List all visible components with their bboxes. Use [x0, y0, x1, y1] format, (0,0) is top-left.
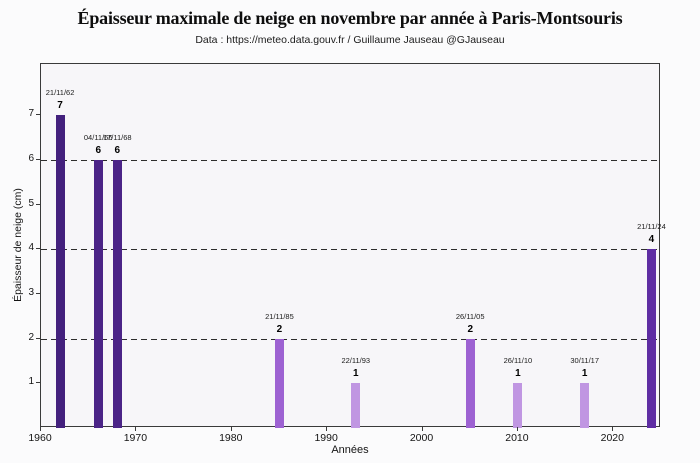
x-tick-label-2020: 2020: [600, 432, 624, 444]
chart-title: Épaisseur maximale de neige en novembre …: [77, 8, 623, 28]
bar-date-label-2024: 21/11/24: [637, 222, 666, 232]
bar-value-label-1962: 7: [57, 100, 63, 112]
y-tick-mark-4: [36, 248, 40, 250]
bar-value-label-2010: 1: [515, 368, 521, 380]
y-tick-label-7: 7: [28, 108, 34, 120]
y-tick-mark-6: [36, 159, 40, 161]
x-tick-mark-1960: [40, 427, 41, 431]
bar-date-label-1966: 04/11/66: [83, 133, 113, 143]
bar-1962: [55, 115, 65, 428]
y-tick-label-1: 1: [28, 376, 34, 388]
x-tick-label-1980: 1980: [219, 432, 243, 444]
y-tick-label-5: 5: [28, 197, 34, 209]
bar-2010: [513, 383, 523, 428]
x-tick-mark-1970: [135, 427, 137, 431]
y-axis-label: Épaisseur de neige (cm): [12, 188, 24, 302]
y-tick-mark-2: [36, 337, 40, 339]
chart-subtitle: Data : https://meteo.data.gouv.fr / Guil…: [195, 34, 505, 46]
bar-date-label-2005: 26/11/05: [455, 311, 485, 321]
bar-value-label-1993: 1: [352, 368, 359, 380]
bar-date-label-1962: 21/11/62: [45, 88, 75, 98]
x-tick-mark-1980: [230, 427, 232, 431]
bar-date-label-2017: 30/11/17: [570, 356, 599, 366]
x-tick-mark-1990: [326, 427, 328, 431]
x-tick-mark-2000: [421, 427, 423, 431]
bar-value-label-2005: 2: [467, 323, 473, 335]
bar-value-label-1985: 2: [276, 323, 283, 335]
bar-value-label-1966: 6: [95, 145, 101, 157]
y-tick-mark-5: [36, 203, 40, 205]
plot-area: 21/11/62 7 04/11/66 6 17/11/68 6 21/11/85 2 22/1…: [40, 63, 666, 428]
x-tick-label-1990: 1990: [314, 432, 338, 444]
bar-date-label-1968: 17/11/68: [102, 133, 132, 143]
bar-1985: [274, 338, 284, 428]
y-tick-mark-7: [36, 114, 40, 116]
gridline-y-4: [41, 249, 659, 251]
x-tick-mark-2020: [612, 427, 614, 431]
y-tick-label-4: 4: [28, 242, 34, 254]
gridline-y-6: [41, 160, 659, 162]
y-tick-mark-3: [36, 293, 40, 294]
bar-date-label-1993: 22/11/93: [341, 356, 371, 366]
y-tick-label-2: 2: [28, 331, 34, 343]
x-tick-mark-2010: [516, 427, 518, 431]
bar-1966: [93, 160, 103, 428]
gridline-y-2: [41, 338, 659, 340]
bar-1968: [112, 160, 122, 428]
y-tick-label-6: 6: [28, 153, 34, 165]
bar-2024: [646, 249, 656, 428]
x-tick-label-1960: 1960: [28, 432, 52, 444]
bar-1993: [351, 383, 361, 428]
bar-2017: [580, 383, 590, 428]
y-tick-mark-1: [36, 382, 40, 384]
bar-date-label-2010: 26/11/10: [503, 356, 533, 366]
x-axis-label: Années: [331, 444, 369, 456]
bar-value-label-2017: 1: [581, 368, 588, 380]
y-tick-label-3: 3: [28, 287, 34, 298]
x-tick-label-1970: 1970: [123, 432, 148, 444]
x-tick-label-2010: 2010: [505, 432, 529, 444]
bar-2005: [465, 338, 475, 428]
bar-value-label-2024: 4: [648, 234, 655, 246]
bar-date-label-1985: 21/11/85: [265, 311, 294, 321]
x-tick-label-2000: 2000: [409, 432, 434, 444]
bar-value-label-1968: 6: [114, 145, 121, 157]
